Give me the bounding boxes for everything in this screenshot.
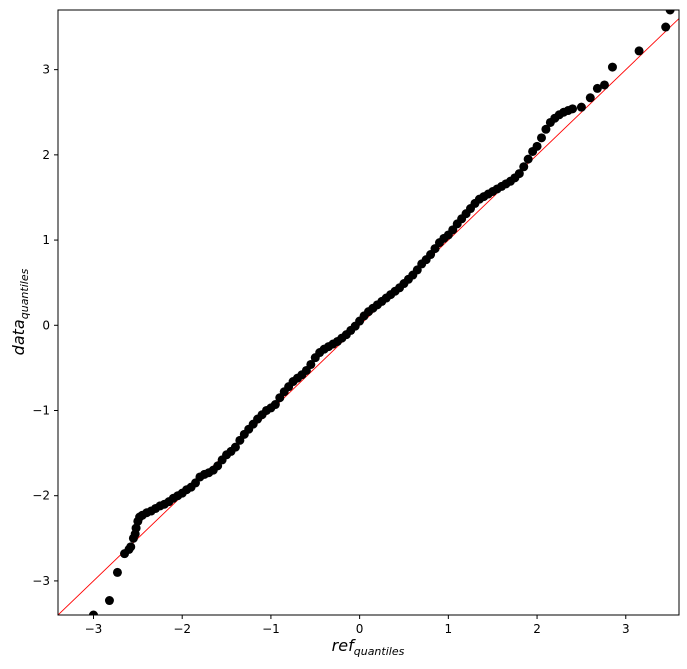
x-tick-label: −2 bbox=[173, 622, 191, 636]
data-point bbox=[634, 46, 644, 56]
data-point bbox=[104, 596, 114, 606]
y-tick-label: −1 bbox=[32, 403, 50, 417]
reference-line bbox=[58, 18, 679, 615]
data-point bbox=[523, 154, 533, 164]
data-point bbox=[536, 133, 546, 143]
y-tick-label: 3 bbox=[42, 63, 50, 77]
data-point bbox=[576, 102, 586, 112]
data-point bbox=[230, 442, 240, 452]
x-tick-label: 0 bbox=[356, 622, 364, 636]
x-axis-title: refquantiles bbox=[332, 636, 405, 658]
data-point bbox=[541, 124, 551, 134]
data-point bbox=[607, 62, 617, 72]
data-point bbox=[599, 80, 609, 90]
data-point bbox=[514, 169, 524, 179]
reference-line-layer bbox=[58, 18, 679, 615]
data-point bbox=[112, 567, 122, 577]
data-point bbox=[88, 610, 98, 615]
plot-frame bbox=[57, 9, 680, 616]
data-point bbox=[532, 141, 542, 151]
data-point bbox=[131, 523, 141, 533]
data-point bbox=[661, 22, 671, 32]
x-tick-label: −3 bbox=[85, 622, 103, 636]
x-tick-label: 3 bbox=[622, 622, 630, 636]
x-axis-ticks: −3 −2 −1 0 1 2 3 bbox=[85, 615, 630, 636]
data-point bbox=[126, 542, 136, 552]
data-point bbox=[585, 93, 595, 103]
y-tick-label: 2 bbox=[42, 148, 50, 162]
data-points-layer bbox=[88, 10, 675, 615]
data-point bbox=[568, 104, 578, 114]
x-tick-label: −1 bbox=[262, 622, 280, 636]
y-axis-title-subscript: quantiles bbox=[18, 268, 31, 319]
x-tick-label: 2 bbox=[533, 622, 541, 636]
x-axis-title-main: ref bbox=[332, 636, 356, 655]
y-axis-ticks: −3 −2 −1 0 1 2 3 bbox=[32, 63, 58, 588]
x-tick-label: 1 bbox=[445, 622, 453, 636]
data-point bbox=[270, 400, 280, 410]
y-axis-title: dataquantiles bbox=[9, 268, 31, 355]
data-point bbox=[665, 10, 675, 15]
data-point bbox=[592, 83, 602, 93]
y-axis-title-main: data bbox=[9, 319, 28, 355]
y-tick-label: 1 bbox=[42, 233, 50, 247]
data-point bbox=[306, 359, 316, 369]
data-point bbox=[519, 162, 529, 172]
y-tick-label: −2 bbox=[32, 489, 50, 503]
y-tick-label: 0 bbox=[42, 318, 50, 332]
x-axis-title-subscript: quantiles bbox=[354, 645, 405, 658]
y-tick-label: −3 bbox=[32, 574, 50, 588]
